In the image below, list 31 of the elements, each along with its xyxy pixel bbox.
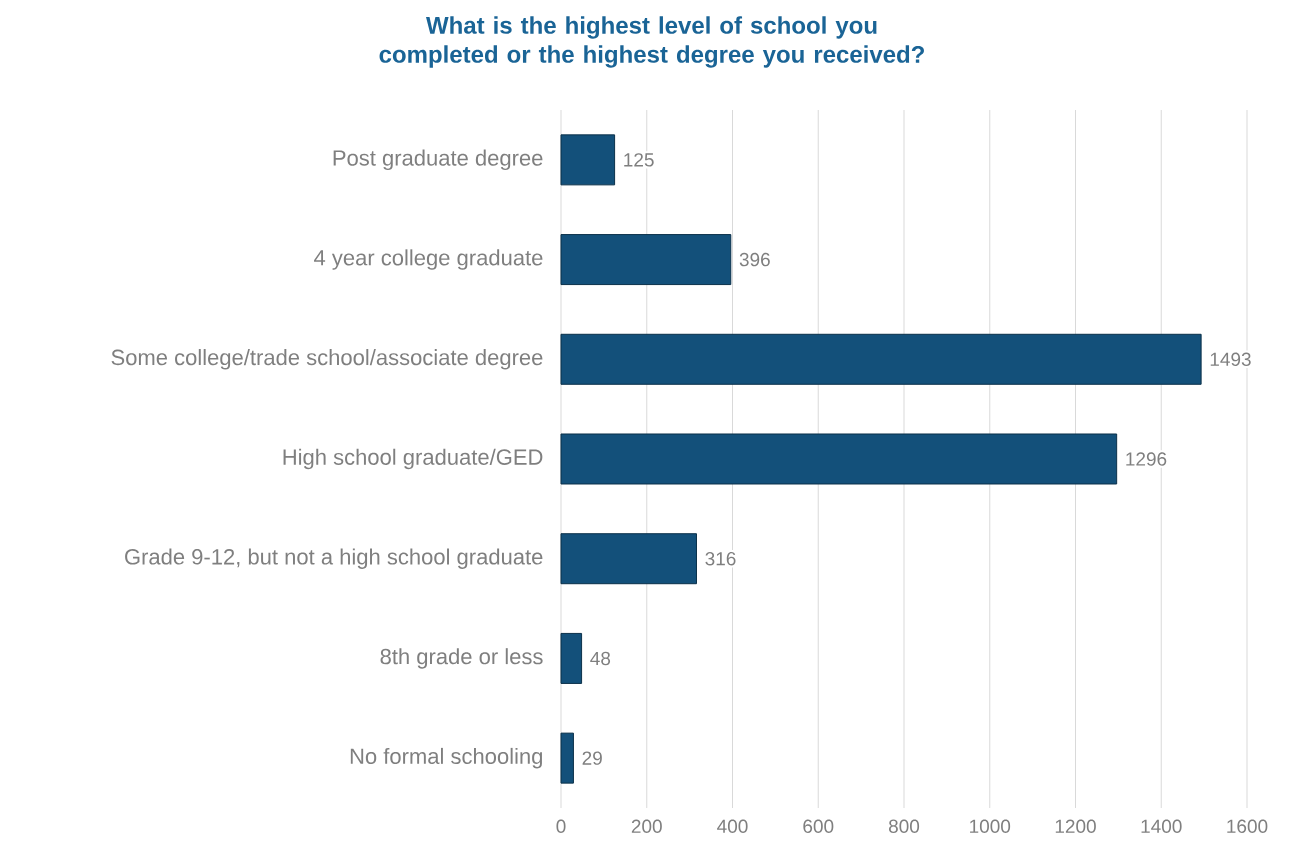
data-label: 48	[590, 651, 611, 666]
bar	[560, 533, 697, 585]
y-tick-label: High school graduate/GED	[283, 448, 543, 470]
data-label: 1493	[1210, 352, 1251, 367]
x-tick-label: 0	[556, 819, 566, 833]
x-tick-label: 1200	[1055, 819, 1096, 833]
bar	[560, 433, 1118, 485]
data-label: 316	[705, 551, 736, 566]
data-label: 396	[739, 252, 770, 267]
data-label: 1296	[1126, 452, 1167, 466]
y-tick-label: No formal schooling	[350, 747, 542, 769]
x-tick-label: 1400	[1141, 819, 1182, 833]
bar	[560, 333, 1202, 385]
bar	[560, 632, 583, 684]
x-tick-label: 800	[888, 819, 920, 833]
x-tick-label: 1000	[970, 819, 1011, 833]
bar	[560, 134, 616, 186]
bar	[560, 732, 574, 784]
y-tick-label: 4 year college graduate	[314, 249, 543, 270]
data-label: 29	[582, 751, 602, 765]
x-tick-label: 400	[717, 819, 748, 833]
chart-title: What is the highest level of school you completed or the highest degree you received?	[379, 16, 924, 68]
bar	[560, 234, 732, 286]
y-tick-label: Grade 9-12, but not a high school graduate	[125, 548, 543, 569]
y-tick-label: 8th grade or less	[380, 648, 543, 669]
x-tick-label: 600	[803, 819, 834, 833]
y-tick-label: Post graduate degree	[333, 149, 543, 171]
x-tick-label: 200	[631, 819, 662, 833]
x-tick-label: 1600	[1227, 819, 1268, 833]
data-label: 125	[624, 153, 654, 167]
y-tick-label: Some college/trade school/associate degree	[111, 349, 543, 370]
